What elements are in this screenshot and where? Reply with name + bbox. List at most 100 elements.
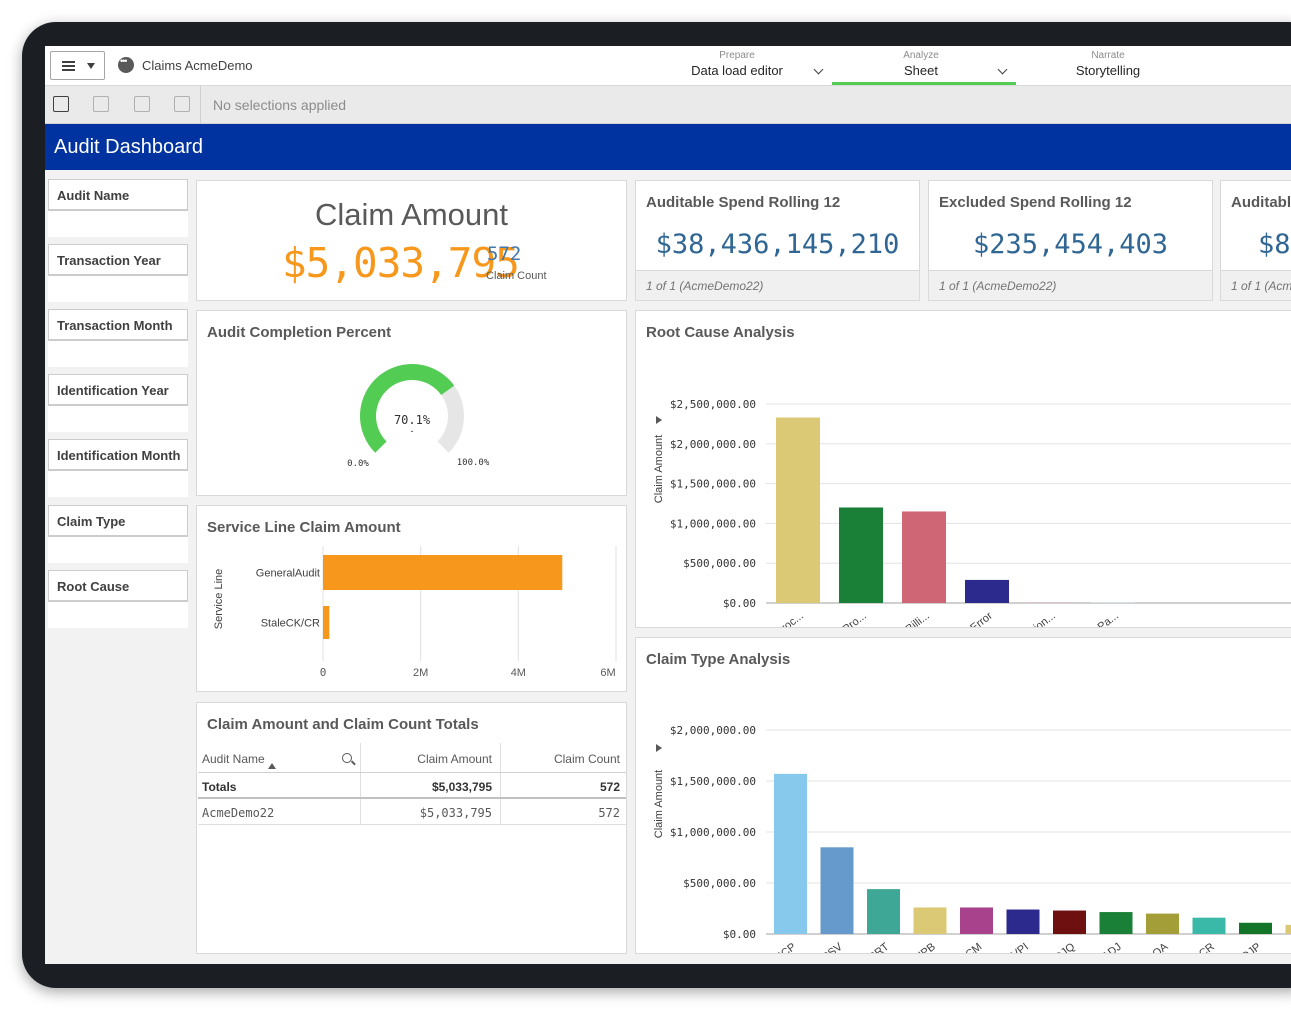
nav-narrate-label: Storytelling (1075, 63, 1141, 78)
kpi-value: $235,454,403 (972, 229, 1169, 260)
x-tick-label: 4M (511, 667, 526, 679)
nav-analyze-label: Sheet (904, 63, 938, 78)
app-title[interactable]: Claims AcmeDemo (142, 58, 253, 73)
table-cell: 572 (500, 799, 626, 824)
kpi-footer: 1 of 1 (AcmeDemo22) (929, 270, 1212, 300)
bar (839, 507, 883, 603)
bar (1239, 922, 1272, 934)
filter-label: Transaction Year (48, 244, 188, 276)
nav-narrate-section: Narrate (1091, 50, 1125, 61)
x-tick-label: STLCR (1181, 941, 1217, 953)
kpi-title: Claim Amount (315, 197, 508, 232)
root-cause-svg: Claim Amount $0.00 $500,000.00 $1,000,000.… (653, 398, 1291, 627)
gauge-max-label: 100.0% (457, 458, 490, 468)
column-header-claim-amount[interactable]: Claim Amount (360, 743, 500, 772)
root-cause-chart[interactable]: Root Cause Analysis Claim Amount $0.00 $5… (635, 310, 1291, 628)
y-tick-label: $2,500,000.00 (670, 398, 756, 411)
claim-amount-kpi[interactable]: Claim Amount $5,033,795 572 Claim Count (196, 180, 627, 301)
x-tick-label: 0 (320, 666, 327, 679)
service-line-chart[interactable]: Service Line Claim Amount Service Line 0… (196, 505, 627, 692)
kpi-secondary-label: Claim Count (486, 270, 547, 282)
app-icon (118, 56, 134, 73)
search-icon[interactable] (342, 753, 352, 763)
filter-label: Identification Month (48, 439, 188, 471)
x-tick-label: DUPB (906, 941, 937, 953)
expand-arrow-icon[interactable] (656, 416, 662, 424)
y-tick-label: $0.00 (723, 597, 756, 610)
nav-prepare[interactable]: Prepare Data load editor (687, 50, 787, 78)
clear-selections-icon[interactable] (174, 96, 190, 112)
y-tick-label: $2,000,000.00 (670, 438, 756, 451)
bar (867, 889, 900, 934)
x-tick-label: Vendor Billi... (874, 610, 932, 627)
gauge-dash: - (411, 426, 414, 436)
y-tick-label: $1,500,000.00 (670, 478, 756, 491)
x-tick-label: ADJQ (1047, 941, 1078, 953)
bar (1146, 913, 1179, 934)
claim-type-chart[interactable]: Claim Type Analysis Claim Amount $0.00 $5… (635, 637, 1291, 954)
filter-identification-month[interactable]: Identification Month (48, 439, 188, 497)
chevron-down-icon[interactable] (997, 64, 1008, 75)
filter-transaction-year[interactable]: Transaction Year (48, 244, 188, 302)
app-screen: Claims AcmeDemo Prepare Data load editor… (45, 46, 1291, 964)
filter-audit-name[interactable]: Audit Name (48, 179, 188, 237)
nav-analyze[interactable]: Analyze Sheet (871, 50, 971, 78)
nav-narrate[interactable]: Narrate Storytelling (1058, 50, 1158, 78)
main-menu-button[interactable] (50, 51, 105, 80)
sheet-title: Audit Dashboard (54, 136, 203, 158)
top-toolbar: Claims AcmeDemo Prepare Data load editor… (45, 46, 1291, 86)
x-tick-label: 2M (413, 667, 428, 679)
step-back-icon[interactable] (93, 96, 109, 112)
table-row[interactable]: AcmeDemo22 $5,033,795 572 (198, 799, 626, 825)
bar (1192, 917, 1226, 934)
chart-title: Root Cause Analysis (646, 324, 795, 341)
gauge-fill (360, 363, 455, 453)
x-tick-label: Client Proc... (749, 610, 806, 627)
chevron-down-icon[interactable] (813, 64, 824, 75)
kpi-footer: 1 of 1 (AcmeDemo22) (636, 270, 919, 300)
kpi-footer-text: 1 of 1 (AcmeDemo22) (939, 279, 1057, 293)
y-tick-label: $1,500,000.00 (670, 775, 756, 788)
x-tick-label: Vendor Pro... (811, 610, 869, 627)
kpi-excluded-spend[interactable]: Excluded Spend Rolling 12 $235,454,403 1… (928, 180, 1213, 301)
column-header-label: Audit Name (202, 752, 265, 766)
x-tick-label: CRRT (860, 941, 892, 953)
filter-identification-year[interactable]: Identification Year (48, 374, 188, 432)
bar (774, 773, 807, 934)
data-table: Audit Name Claim Amount Claim Count Tota… (198, 743, 626, 825)
y-tick-label: $500,000.00 (683, 877, 756, 890)
kpi-auditable-partial[interactable]: Auditable $8 1 of 1 (Acm (1220, 180, 1291, 301)
category-label: StaleCK/CR (261, 618, 320, 630)
kpi-auditable-spend[interactable]: Auditable Spend Rolling 12 $38,436,145,2… (635, 180, 920, 301)
filter-claim-type[interactable]: Claim Type (48, 505, 188, 563)
kpi-value: $8 (1258, 229, 1291, 260)
bar (1099, 912, 1133, 934)
audit-completion-gauge[interactable]: Audit Completion Percent 70.1% - 0.0% 10… (196, 310, 627, 496)
claim-totals-table[interactable]: Claim Amount and Claim Count Totals Audi… (196, 702, 627, 954)
step-forward-icon[interactable] (134, 96, 150, 112)
y-tick-label: $1,000,000.00 (670, 826, 756, 839)
filter-label: Transaction Month (48, 309, 188, 341)
chart-title: Audit Completion Percent (207, 324, 392, 341)
y-axis-label: Claim Amount (653, 435, 665, 503)
x-tick-label: ADJP (1234, 941, 1264, 953)
x-tick-label: FRTADJ (1084, 941, 1124, 953)
column-header-claim-count[interactable]: Claim Count (500, 743, 626, 772)
filter-label: Root Cause (48, 570, 188, 602)
column-header-audit-name[interactable]: Audit Name (202, 743, 360, 772)
gauge-chart: 70.1% - 0.0% 100.0% (347, 363, 490, 469)
filter-root-cause[interactable]: Root Cause (48, 570, 188, 628)
y-axis-label: Claim Amount (653, 770, 665, 838)
service-line-svg: Service Line 0 2M 4M 6M GeneralAudit StaleCK/… (213, 546, 617, 679)
expand-arrow-icon[interactable] (656, 744, 662, 752)
smart-search-icon[interactable] (53, 96, 69, 112)
chart-title: Claim Type Analysis (646, 651, 791, 668)
caret-down-icon (87, 63, 95, 69)
sheet-banner: Audit Dashboard (45, 124, 1291, 170)
bar (965, 579, 1009, 603)
table-header-row: Audit Name Claim Amount Claim Count (198, 743, 626, 773)
x-tick-label: OVPI (1003, 941, 1031, 953)
kpi-footer-text: 1 of 1 (AcmeDemo22) (646, 279, 764, 293)
bar (1053, 910, 1086, 934)
filter-transaction-month[interactable]: Transaction Month (48, 309, 188, 367)
